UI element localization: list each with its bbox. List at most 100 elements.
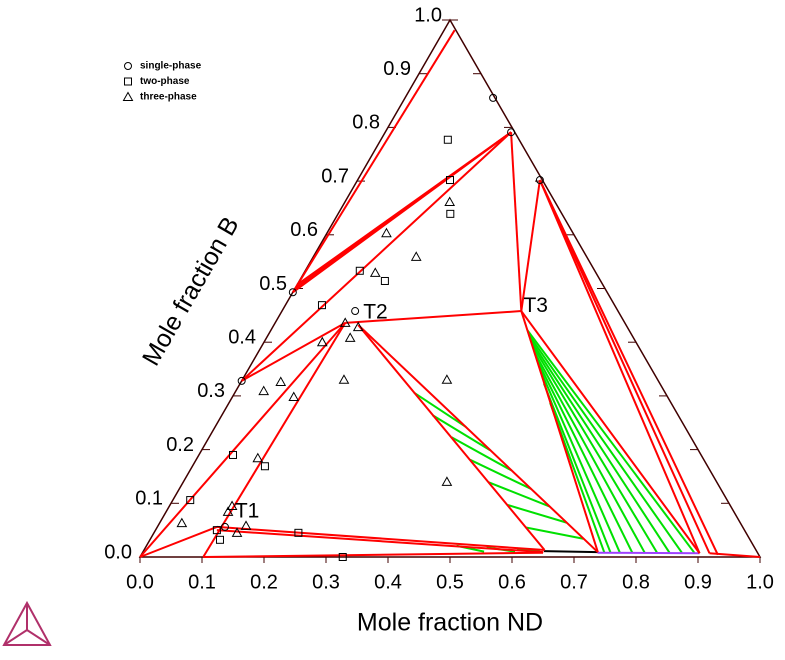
- marker: [212, 526, 221, 535]
- marker: [351, 307, 360, 316]
- marker: [381, 227, 392, 238]
- marker: [288, 391, 300, 401]
- tie-line: [488, 481, 551, 508]
- marker: [446, 176, 454, 185]
- tie-line: [520, 310, 701, 554]
- tie-line: [597, 551, 700, 555]
- x-tick-label: 0.3: [312, 571, 340, 593]
- y-tick-label: 0.7: [321, 165, 349, 187]
- y-tick-label: 0.0: [104, 541, 132, 563]
- tie-line: [216, 529, 544, 554]
- marker: [229, 450, 237, 459]
- marker: [369, 267, 381, 277]
- y-tick-label: 0.1: [135, 488, 163, 510]
- marker: [288, 288, 297, 297]
- tie-line: [357, 324, 546, 551]
- tie-line: [357, 324, 599, 553]
- tie-lines: [139, 29, 761, 558]
- marker: [294, 528, 303, 537]
- marker: [317, 301, 326, 310]
- tie-line: [345, 310, 522, 324]
- annotation: T1: [235, 499, 260, 522]
- x-tick-label: 0.0: [126, 571, 154, 593]
- tie-line: [510, 132, 523, 312]
- x-tick-label: 1.0: [746, 571, 774, 593]
- tie-line: [542, 383, 612, 554]
- tie-line: [216, 525, 545, 552]
- tie-line: [538, 179, 711, 554]
- marker: [339, 317, 351, 327]
- marker: [344, 332, 356, 342]
- tie-line: [543, 550, 598, 554]
- marker: [231, 527, 243, 537]
- marker: [444, 196, 456, 207]
- legend-label: three-phase: [140, 92, 197, 103]
- marker: [441, 374, 453, 384]
- marker: [252, 452, 264, 463]
- tie-line: [535, 358, 634, 554]
- tie-line: [296, 131, 512, 286]
- marker: [240, 520, 252, 530]
- tie-line: [538, 179, 719, 556]
- tie-line: [533, 351, 646, 554]
- tie-line: [528, 334, 683, 554]
- marker: [186, 496, 195, 505]
- legend-label: single-phase: [140, 61, 202, 72]
- tie-line: [241, 131, 512, 382]
- marker: [489, 93, 498, 102]
- logo-triangle: [2, 600, 52, 646]
- y-tick-label: 0.8: [352, 112, 380, 134]
- x-tick-label: 0.6: [498, 571, 526, 593]
- texts: 0.0 0.0 0.1 0.1 0.2 0.2 0.3 0.3 0.4 0.4 0.5 0.5 0.6 0…: [104, 4, 774, 593]
- tie-line: [529, 339, 671, 554]
- y-tick-label: 0.9: [383, 58, 411, 80]
- tie-line: [432, 414, 491, 451]
- ticks: [139, 19, 761, 563]
- marker: [275, 376, 287, 386]
- y-tick-label: 0.6: [290, 219, 318, 241]
- legend-label: two-phase: [140, 76, 190, 87]
- x-tick-label: 0.1: [188, 571, 216, 593]
- marker: [237, 376, 246, 385]
- marker: [226, 500, 238, 510]
- y-tick-label: 0.3: [197, 380, 225, 402]
- tie-line: [469, 458, 532, 490]
- annotation: T2: [363, 301, 388, 324]
- x-axis-title: Mole fraction ND: [357, 609, 543, 637]
- marker: [316, 336, 328, 347]
- x-tick-label: 0.7: [560, 571, 588, 593]
- annotation: T3: [523, 294, 548, 317]
- marker: [338, 374, 350, 384]
- tie-line: [291, 29, 456, 293]
- tie-line: [520, 310, 599, 553]
- marker: [260, 462, 269, 471]
- x-tick-label: 0.8: [622, 571, 650, 593]
- tie-line: [526, 329, 696, 554]
- marker: [380, 276, 389, 285]
- marker: [176, 517, 188, 528]
- marker: [220, 522, 229, 531]
- marker: [446, 209, 455, 218]
- tie-line: [538, 179, 701, 554]
- tie-line: [413, 391, 467, 428]
- tie-line: [507, 503, 567, 524]
- marker: [410, 251, 422, 261]
- marker: [443, 135, 452, 144]
- marker: [441, 476, 453, 486]
- tie-line: [520, 179, 541, 312]
- marker: [338, 553, 347, 561]
- tie-line: [451, 436, 513, 472]
- marker: [222, 506, 234, 516]
- tie-line: [139, 525, 218, 558]
- logo-line: [26, 629, 51, 646]
- markers: [176, 93, 544, 561]
- marker: [258, 385, 270, 396]
- tie-line: [709, 552, 761, 558]
- marker: [355, 266, 364, 275]
- x-tick-label: 0.5: [436, 571, 464, 593]
- marker: [124, 62, 132, 70]
- tie-line: [139, 322, 346, 558]
- marker: [352, 321, 364, 332]
- tie-line: [203, 551, 544, 558]
